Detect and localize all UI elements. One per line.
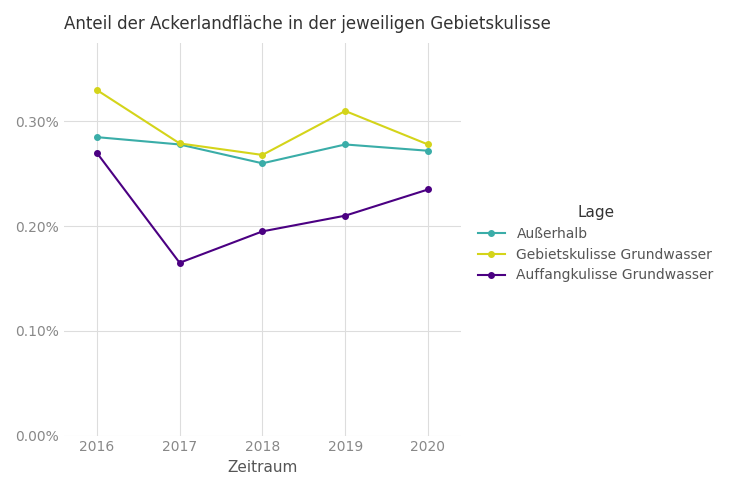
- Gebietskulisse Grundwasser: [175, 141, 184, 147]
- Line: Auffangkulisse Grundwasser: Auffangkulisse Grundwasser: [94, 150, 431, 266]
- Legend: Außerhalb, Gebietskulisse Grundwasser, Auffangkulisse Grundwasser: Außerhalb, Gebietskulisse Grundwasser, A…: [472, 199, 719, 288]
- Außerhalb: [341, 142, 350, 147]
- Line: Außerhalb: Außerhalb: [94, 134, 431, 166]
- Gebietskulisse Grundwasser: [258, 152, 267, 158]
- Gebietskulisse Grundwasser: [424, 142, 433, 147]
- Gebietskulisse Grundwasser: [341, 108, 350, 114]
- Line: Gebietskulisse Grundwasser: Gebietskulisse Grundwasser: [94, 87, 431, 158]
- Außerhalb: [258, 160, 267, 166]
- Gebietskulisse Grundwasser: [93, 87, 102, 93]
- Außerhalb: [93, 134, 102, 140]
- Auffangkulisse Grundwasser: [93, 150, 102, 156]
- Auffangkulisse Grundwasser: [341, 213, 350, 219]
- Außerhalb: [424, 148, 433, 154]
- Auffangkulisse Grundwasser: [424, 187, 433, 193]
- X-axis label: Zeitraum: Zeitraum: [227, 460, 297, 475]
- Auffangkulisse Grundwasser: [258, 228, 267, 234]
- Text: Anteil der Ackerlandfläche in der jeweiligen Gebietskulisse: Anteil der Ackerlandfläche in der jeweil…: [64, 15, 551, 33]
- Außerhalb: [175, 142, 184, 147]
- Auffangkulisse Grundwasser: [175, 260, 184, 266]
